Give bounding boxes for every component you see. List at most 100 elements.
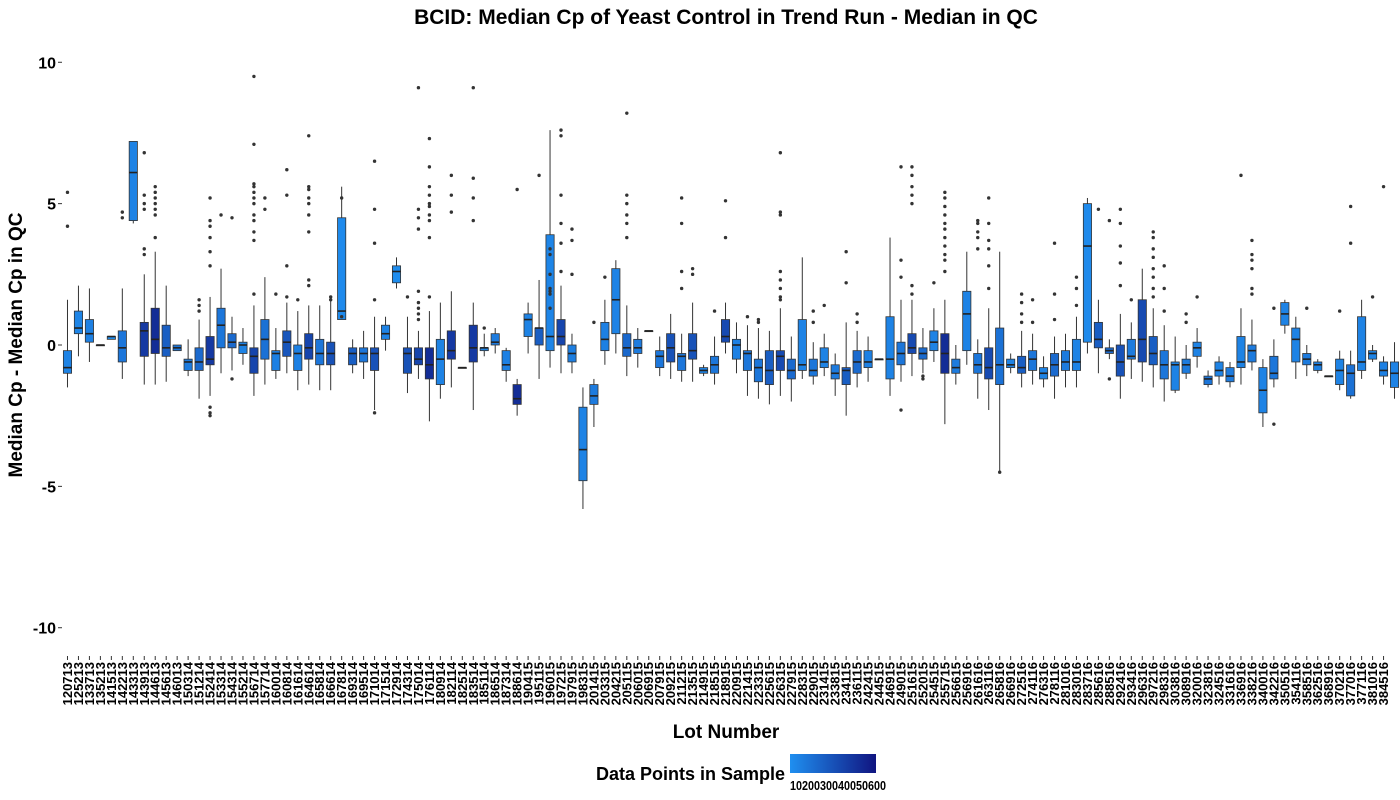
outlier-point [339, 315, 344, 319]
box-body [907, 333, 917, 354]
legend-colorbar [790, 754, 876, 773]
outlier-point [416, 300, 421, 305]
outlier-point [1118, 283, 1123, 288]
outlier-point [208, 224, 212, 228]
outlier-point [208, 196, 212, 200]
outlier-point [811, 309, 815, 313]
outlier-point [559, 134, 563, 138]
x-tick-label: 187314 [499, 661, 514, 705]
box-381016 [1368, 295, 1378, 362]
outlier-point [570, 238, 574, 243]
box-384516b [1390, 342, 1400, 399]
x-tick-label: 135213 [93, 662, 108, 705]
x-tick-label: 185114 [477, 661, 492, 704]
x-tick-label: 206915 [641, 662, 656, 705]
outlier-point [252, 182, 256, 186]
box-body [1137, 299, 1147, 363]
box-263116 [984, 196, 994, 411]
outlier-point [1250, 286, 1254, 291]
outlier-point [339, 196, 344, 200]
box-218515 [710, 309, 720, 385]
box-body [1071, 338, 1081, 371]
outlier-point [943, 196, 947, 200]
outlier-point [997, 470, 1002, 474]
x-tick-label: 203315 [597, 662, 612, 705]
outlier-point [65, 224, 70, 228]
box-body [1017, 355, 1027, 374]
box-body [984, 347, 994, 380]
outlier-point [208, 250, 212, 254]
box-body [753, 358, 763, 383]
box-252015 [918, 328, 928, 381]
box-body [1028, 350, 1038, 371]
outlier-point [559, 193, 563, 197]
outlier-point [1151, 286, 1155, 291]
x-tick-label: 206015 [630, 662, 645, 705]
x-tick-label: 182514 [455, 661, 470, 705]
box-323816 [1203, 370, 1213, 388]
outlier-point [910, 292, 914, 296]
box-body [150, 307, 160, 354]
outlier-point [1052, 292, 1057, 296]
x-tick-label: 266916 [1003, 662, 1018, 705]
outlier-point [987, 247, 991, 251]
outlier-point [208, 413, 212, 418]
outlier-point [679, 196, 684, 200]
x-tick-label: 261616 [970, 662, 985, 705]
outlier-point [274, 292, 278, 296]
outlier-point [219, 213, 223, 217]
outlier-point [592, 320, 596, 325]
outlier-point [372, 411, 377, 415]
box-body [128, 141, 138, 222]
box-205115 [622, 111, 632, 377]
outlier-point [1019, 292, 1024, 296]
outlier-point [515, 187, 519, 192]
x-tick-label: 195115 [532, 662, 547, 705]
outlier-point [1107, 218, 1112, 223]
box-156714 [249, 74, 259, 396]
box-body [391, 265, 402, 284]
box-176114 [424, 136, 434, 422]
outlier-point [625, 221, 629, 226]
x-tick-label: 160814 [279, 661, 294, 705]
outlier-point [372, 241, 377, 245]
x-tick-label: 323816 [1201, 662, 1216, 705]
x-tick-label: 255715 [937, 662, 952, 705]
box-204215 [611, 260, 621, 354]
outlier-point [1239, 173, 1243, 178]
box-249015 [896, 165, 906, 412]
x-tick-label: 174314 [400, 661, 415, 705]
outlier-point [142, 207, 146, 211]
box-body [841, 367, 851, 385]
box-283016 [1071, 275, 1081, 388]
outlier-point [1151, 266, 1155, 271]
x-tick-label: 153314 [214, 661, 229, 705]
box-211215 [677, 196, 687, 382]
outlier-point [372, 207, 377, 211]
outlier-point [1162, 264, 1166, 268]
box-265816 [995, 251, 1005, 474]
box-body [742, 350, 752, 371]
box-165814 [315, 305, 325, 391]
outlier-point [153, 190, 157, 195]
x-tick-label: 146013 [170, 662, 185, 705]
y-tick-label: 10 [38, 55, 56, 72]
outlier-point [910, 283, 914, 288]
x-tick-label: 164614 [301, 661, 316, 705]
outlier-point [559, 128, 563, 132]
box-body [62, 350, 72, 374]
outlier-point [910, 165, 914, 169]
outlier-point [1250, 266, 1254, 271]
outlier-point [548, 247, 552, 251]
box-261616 [973, 218, 983, 399]
x-tick-label: 324516 [1212, 662, 1227, 705]
x-tick-label: 242415 [861, 662, 876, 705]
outlier-point [307, 230, 311, 234]
x-tick-label: 156714 [246, 661, 261, 705]
outlier-point [778, 295, 783, 299]
box-body [1093, 321, 1103, 349]
outlier-point [548, 289, 552, 293]
outlier-point [1151, 255, 1155, 260]
box-body [194, 347, 204, 371]
box-233815 [830, 353, 840, 396]
